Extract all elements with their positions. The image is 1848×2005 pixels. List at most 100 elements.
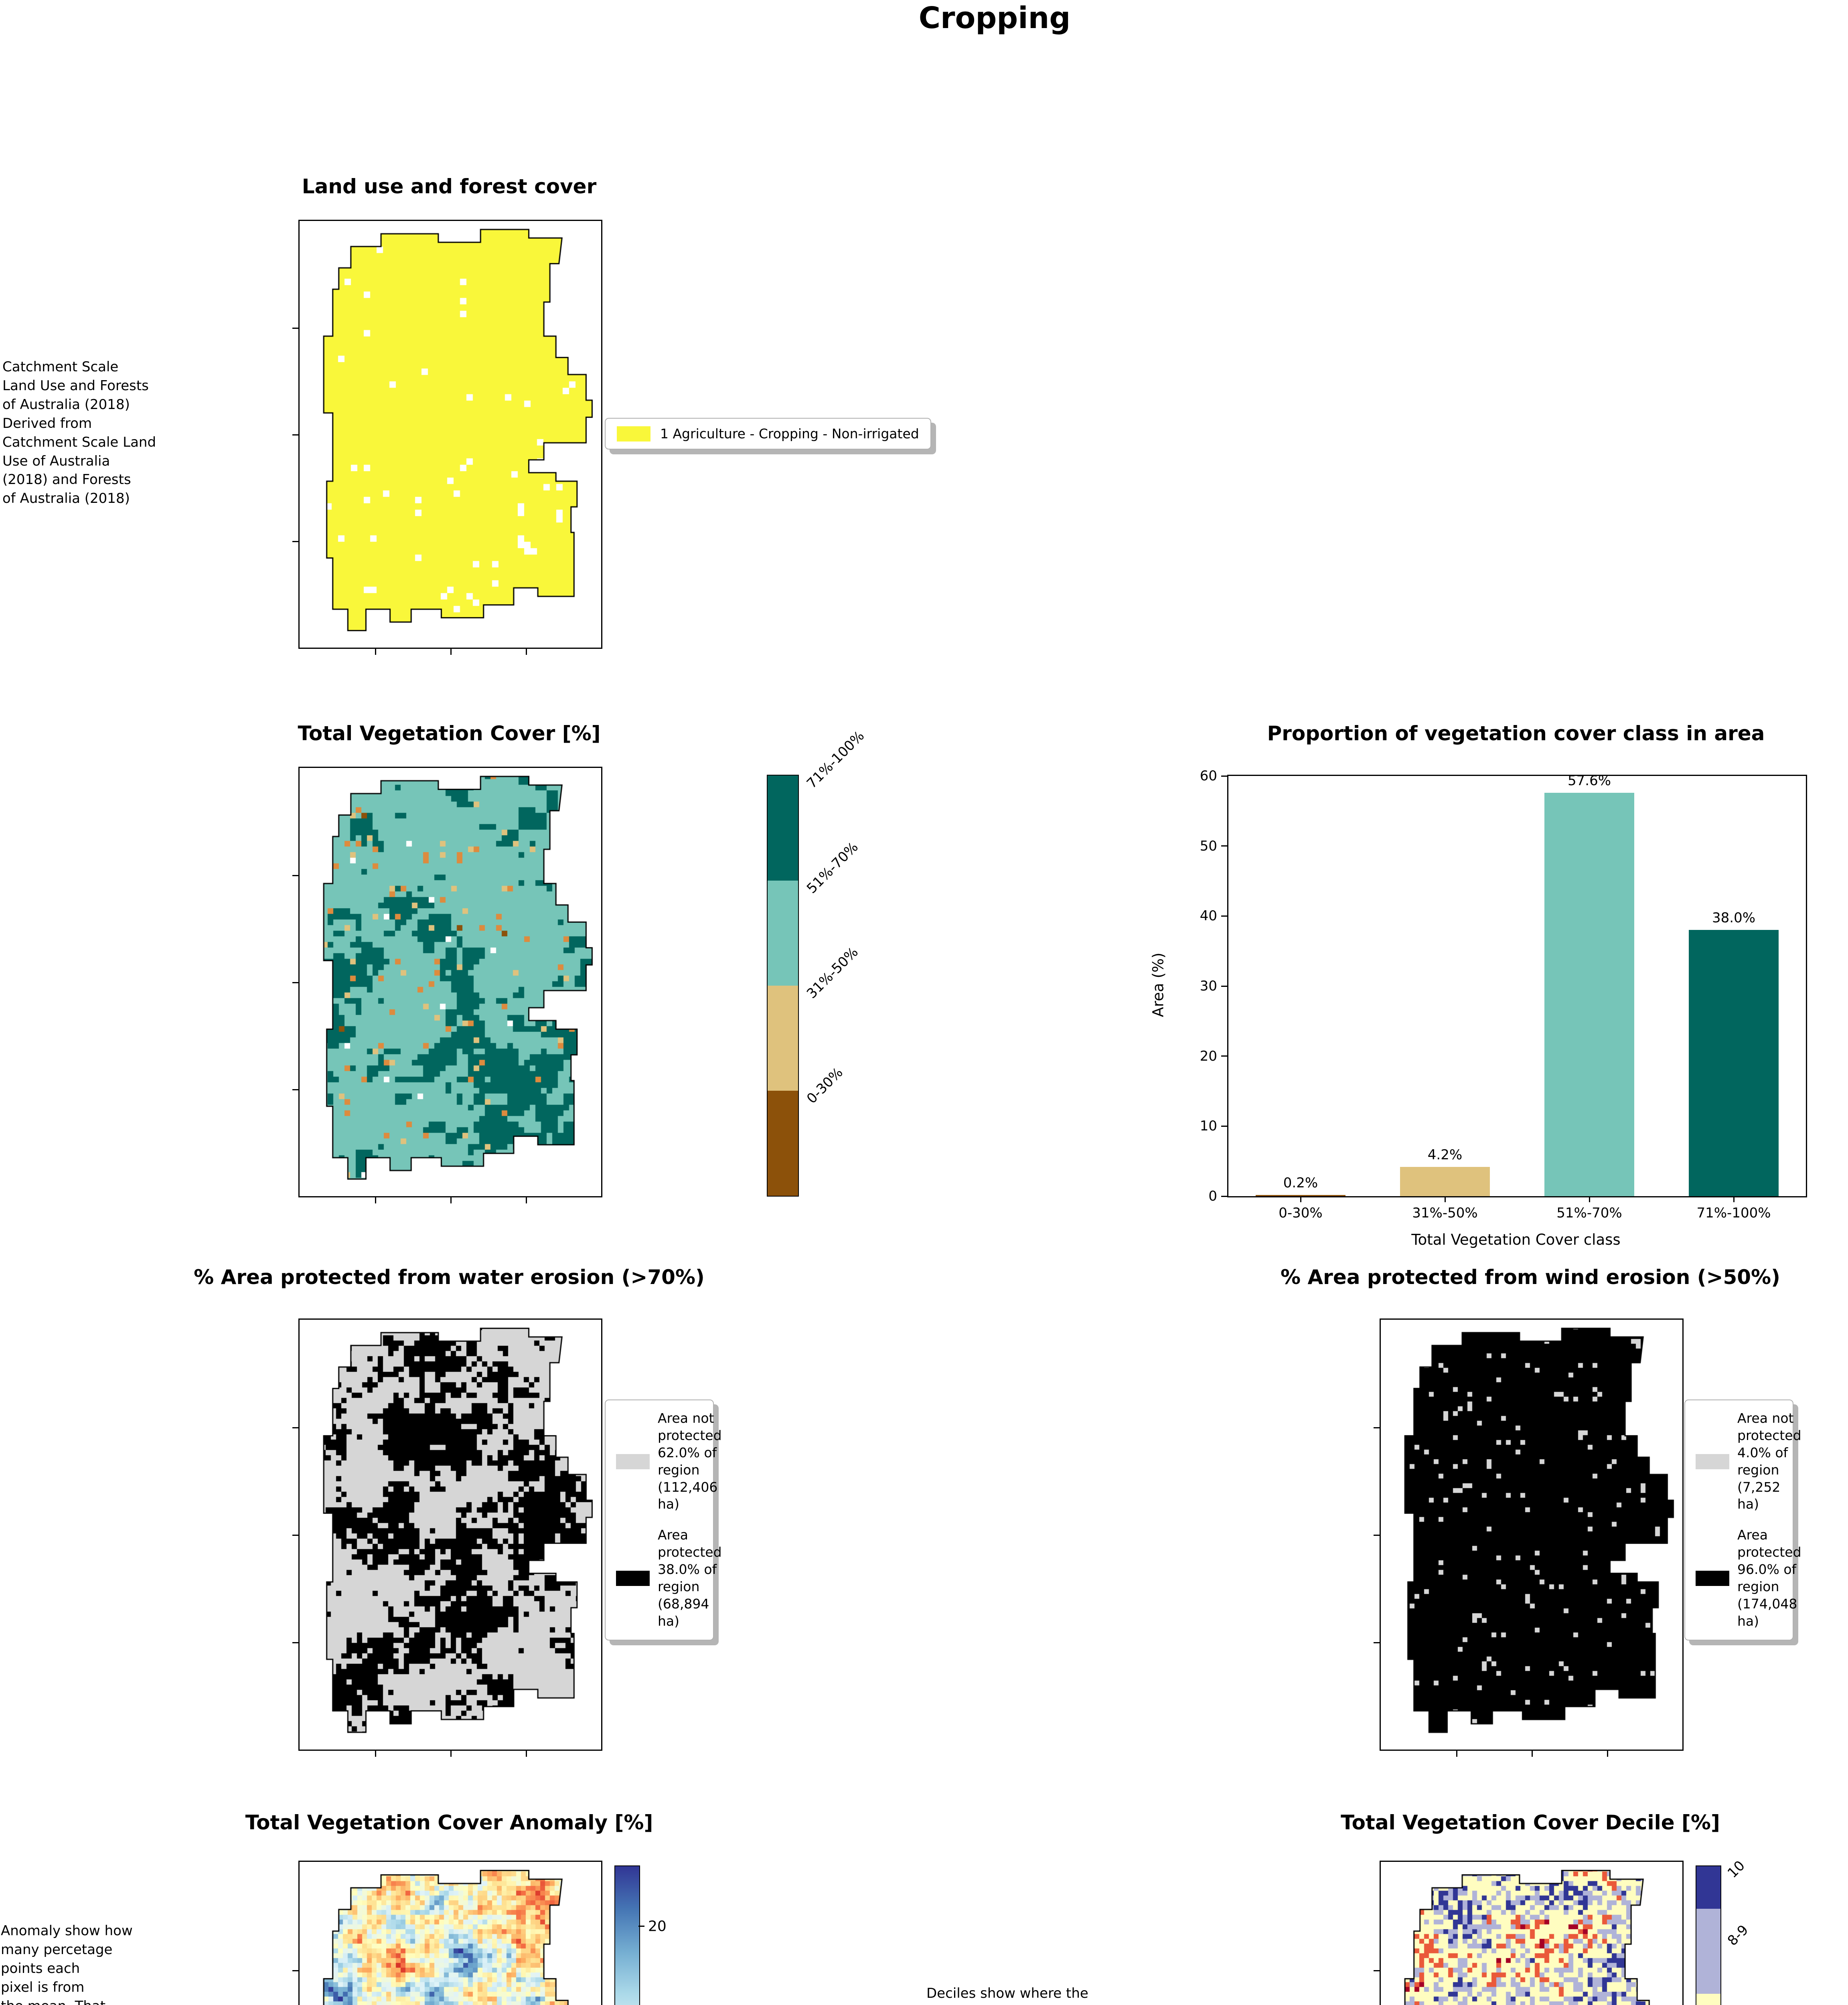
bar-71%-100% — [1689, 930, 1779, 1196]
y-axis-tick — [292, 1427, 298, 1428]
y-axis-tick — [1221, 1055, 1227, 1057]
y-axis-tick — [1221, 845, 1227, 847]
legend-item-not-protected: Area not protected 4.0% of region (7,252… — [1696, 1410, 1801, 1513]
x-axis-tick — [526, 1751, 527, 1757]
x-axis-tick-label: 71%-100% — [1696, 1205, 1771, 1221]
anomaly-caption: Anomaly show how many percetage points e… — [1, 1923, 133, 2005]
chart-xlabel: Total Vegetation Cover class — [1411, 1231, 1621, 1248]
x-axis-tick — [526, 1197, 527, 1203]
y-axis-tick — [292, 434, 298, 435]
y-axis-tick — [292, 1089, 298, 1090]
protected-label: Area protected 96.0% of region (174,048 … — [1737, 1527, 1801, 1629]
wind-erosion-heading: % Area protected from wind erosion (>50%… — [1280, 1266, 1781, 1289]
decile-map-canvas — [1381, 1862, 1682, 2005]
x-axis-tick — [1456, 1751, 1457, 1757]
y-axis-tick — [292, 1970, 298, 1971]
colorbar-segment-31%-50% — [768, 986, 798, 1091]
chart-ylabel: Area (%) — [1149, 952, 1167, 1017]
y-axis-tick — [292, 1535, 298, 1536]
colorbar-label-51%-70%: 51%-70% — [804, 839, 861, 897]
decile-heading: Total Vegetation Cover Decile [%] — [1341, 1811, 1720, 1834]
x-axis-tick — [1607, 1751, 1608, 1757]
proportion-bar-chart: 0 10 20 30 40 50 60 0-30% 0.2% 31%-50% 4.2% 51%-70%… — [1200, 768, 1807, 1221]
y-axis-tick-label: 20 — [1200, 1048, 1217, 1064]
landuse-caption: Catchment Scale Land Use and Forests of … — [2, 359, 156, 507]
x-axis-tick — [1733, 1196, 1735, 1202]
y-axis-tick — [1374, 1970, 1380, 1971]
y-axis-tick — [1221, 915, 1227, 917]
y-axis-tick-label: 40 — [1200, 908, 1217, 924]
water-erosion-map-canvas — [300, 1320, 601, 1750]
x-axis-tick — [375, 1197, 376, 1203]
legend-item-protected: Area protected 38.0% of region (68,894 h… — [616, 1527, 722, 1630]
legend-item-protected: Area protected 96.0% of region (174,048 … — [1696, 1527, 1801, 1630]
y-axis-tick — [292, 328, 298, 329]
vegcover-map — [292, 767, 602, 1203]
colorbar-segment-51%-70% — [768, 881, 798, 986]
colorbar-segment-10 — [1696, 1866, 1720, 1909]
vegcover-heading: Total Vegetation Cover [%] — [298, 722, 601, 745]
wind-erosion-legend: Area not protected 4.0% of region (7,252… — [1684, 1399, 1801, 1640]
x-axis-tick — [1532, 1751, 1533, 1757]
landuse-legend-row: 1 Agriculture - Cropping - Non-irrigated — [606, 419, 930, 449]
landuse-legend: 1 Agriculture - Cropping - Non-irrigated — [605, 418, 931, 450]
landuse-map — [292, 220, 602, 655]
x-axis-tick-label: 31%-50% — [1412, 1205, 1478, 1221]
y-axis-tick — [1374, 1427, 1380, 1428]
bar-31%-50% — [1400, 1167, 1490, 1196]
y-axis-tick — [1374, 1535, 1380, 1536]
not-protected-label: Area not protected 4.0% of region (7,252… — [1737, 1410, 1801, 1512]
chart-title: Proportion of vegetation cover class in … — [1267, 722, 1765, 745]
y-axis-tick — [1221, 775, 1227, 777]
colorbar-segment-71%-100% — [768, 776, 798, 881]
landuse-legend-label: 1 Agriculture - Cropping - Non-irrigated — [660, 426, 919, 442]
x-axis-tick-label: 51%-70% — [1556, 1205, 1622, 1221]
water-erosion-map — [292, 1318, 602, 1757]
landuse-map-canvas — [300, 221, 601, 648]
y-axis-tick-label: 30 — [1200, 978, 1217, 994]
wind-erosion-map — [1374, 1318, 1684, 1757]
decile-caption: Deciles show where the pixel value lies … — [926, 1985, 1088, 2005]
x-axis-tick — [450, 649, 452, 655]
water-erosion-legend: Area not protected 62.0% of region (112,… — [605, 1399, 722, 1640]
x-axis-tick — [1300, 1196, 1301, 1202]
landuse-legend-swatch — [617, 426, 650, 442]
vegcover-colorbar — [767, 775, 799, 1197]
landuse-heading: Land use and forest cover — [302, 175, 597, 198]
x-axis-tick-label: 0-30% — [1279, 1205, 1323, 1221]
y-axis-tick — [292, 1642, 298, 1643]
colorbar-segment-8-9 — [1696, 1909, 1720, 1994]
y-axis-tick — [292, 541, 298, 542]
x-axis-tick — [375, 649, 376, 655]
anomaly-map — [292, 1861, 602, 2005]
page-title: Cropping — [918, 1, 1071, 35]
y-axis-tick — [1374, 1642, 1380, 1643]
colorbar-label-31%-50%: 31%-50% — [804, 944, 861, 1002]
bar-51%-70% — [1544, 792, 1634, 1196]
protected-swatch — [616, 1571, 650, 1586]
y-axis-tick — [292, 982, 298, 983]
colorbar-tick-label: 20 — [648, 1918, 667, 1935]
not-protected-swatch — [616, 1454, 650, 1469]
y-axis-tick-label: 60 — [1200, 768, 1217, 784]
protected-label: Area protected 38.0% of region (68,894 h… — [658, 1527, 722, 1629]
wind-erosion-map-canvas — [1381, 1320, 1682, 1750]
not-protected-label: Area not protected 62.0% of region (112,… — [658, 1410, 722, 1512]
colorbar-label-10: 10 — [1724, 1857, 1748, 1881]
not-protected-swatch — [1696, 1454, 1729, 1469]
colorbar-segment-0-30% — [768, 1091, 798, 1196]
vegcover-map-canvas — [300, 768, 601, 1196]
bar-0-30% — [1256, 1195, 1345, 1196]
x-axis-tick — [375, 1751, 376, 1757]
bar-value-label: 0.2% — [1283, 1175, 1318, 1191]
y-axis-tick-label: 0 — [1208, 1188, 1217, 1204]
x-axis-tick — [450, 1751, 452, 1757]
anomaly-map-canvas — [300, 1862, 601, 2005]
x-axis-tick — [450, 1197, 452, 1203]
colorbar-label-71%-100%: 71%-100% — [804, 728, 868, 792]
colorbar-label-8-9: 8-9 — [1724, 1922, 1752, 1949]
x-axis-tick — [1444, 1196, 1446, 1202]
y-axis-tick-label: 10 — [1200, 1118, 1217, 1134]
colorbar-tick — [638, 1926, 644, 1927]
